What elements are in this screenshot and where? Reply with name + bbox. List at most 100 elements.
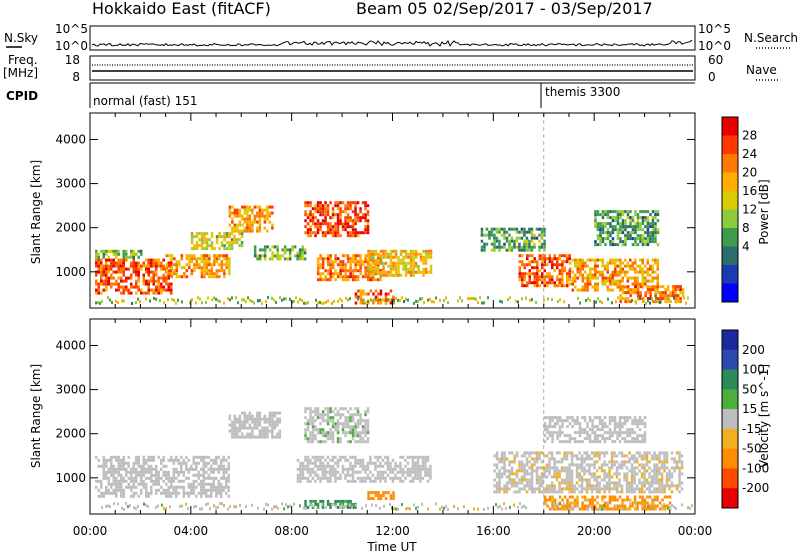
power-cell	[654, 237, 657, 241]
power-cell	[372, 273, 375, 277]
velocity-ground-cell	[129, 503, 131, 507]
velocity-cell	[132, 470, 135, 474]
power-cell	[331, 225, 335, 229]
power-ground-cell	[333, 299, 335, 303]
power-cell	[394, 273, 398, 277]
power-cell	[162, 264, 165, 268]
power-cell	[351, 228, 355, 232]
velocity-cell	[560, 481, 564, 485]
velocity-cell	[344, 422, 347, 426]
velocity-cell	[217, 467, 220, 471]
velocity-cell	[227, 464, 230, 468]
velocity-ground-cell	[135, 507, 137, 511]
velocity-cell	[210, 467, 213, 471]
power-cell	[339, 272, 342, 276]
velocity-cell	[603, 437, 607, 441]
velocity-cell	[678, 460, 681, 464]
power-cell	[629, 288, 632, 292]
power-cell	[379, 254, 382, 258]
velocity-cell	[640, 466, 644, 470]
power-cell	[424, 267, 428, 271]
power-cell	[611, 216, 615, 220]
freq-tick-top: 18	[65, 53, 80, 67]
velocity-cell	[608, 469, 611, 473]
power-cell	[195, 263, 199, 267]
power-cell	[531, 254, 534, 258]
velocity-cell	[660, 475, 664, 479]
power-cell	[97, 264, 100, 268]
velocity-cell	[271, 426, 274, 430]
velocity-cell	[366, 473, 370, 477]
velocity-cell	[591, 422, 594, 426]
power-cell	[649, 273, 652, 277]
velocity-cell	[628, 484, 631, 488]
power-cell	[599, 258, 602, 262]
velocity-cell	[140, 491, 143, 495]
power-cell	[644, 279, 647, 283]
velocity-cell	[610, 487, 614, 491]
power-cell	[110, 264, 113, 268]
velocity-cell	[553, 425, 557, 429]
power-cell	[520, 227, 524, 231]
velocity-cell	[505, 469, 509, 473]
velocity-cell	[316, 440, 320, 444]
velocity-cell	[678, 484, 681, 488]
velocity-cell	[331, 422, 335, 426]
velocity-ground-cell	[233, 505, 235, 509]
power-cell	[354, 295, 358, 299]
velocity-cell	[583, 460, 586, 464]
velocity-cell	[638, 434, 642, 438]
velocity-cell	[334, 470, 337, 474]
power-cell	[392, 295, 395, 299]
velocity-cell	[568, 472, 571, 476]
velocity-cell	[217, 482, 220, 486]
power-cell	[521, 254, 524, 258]
power-cell	[324, 222, 327, 226]
velocity-cell	[620, 466, 624, 470]
power-cell	[268, 214, 272, 218]
velocity-cell	[636, 437, 639, 441]
velocity-cell	[628, 434, 632, 438]
velocity-cell	[636, 422, 639, 426]
power-cell	[339, 207, 342, 211]
power-cell	[193, 244, 196, 248]
velocity-cell	[256, 426, 259, 430]
power-cell	[364, 225, 367, 229]
velocity-cell	[636, 419, 639, 423]
power-cell	[384, 255, 388, 259]
power-cell	[631, 219, 635, 223]
velocity-cell	[205, 476, 208, 480]
power-cell	[301, 248, 304, 252]
velocity-cell	[361, 461, 365, 465]
power-cell	[135, 270, 138, 274]
velocity-cell	[615, 481, 619, 485]
power-cell	[538, 248, 541, 252]
velocity-cell	[640, 487, 644, 491]
velocity-cell	[207, 494, 210, 498]
power-ground-cell	[243, 298, 245, 302]
velocity-cell	[588, 416, 592, 420]
power-cell	[364, 254, 367, 258]
velocity-ground-cell	[205, 503, 207, 507]
velocity-cell	[205, 455, 208, 459]
power-cell	[125, 249, 128, 253]
velocity-cell	[633, 457, 636, 461]
power-ground-cell	[117, 301, 119, 305]
power-cell	[331, 216, 335, 220]
power-cell	[120, 261, 123, 265]
power-cell	[548, 260, 551, 264]
velocity-cell	[543, 428, 547, 432]
power-ground-cell	[419, 297, 421, 301]
velocity-ground-cell	[647, 504, 649, 508]
velocity-cell	[591, 504, 594, 508]
power-cell	[346, 231, 350, 235]
velocity-cell	[575, 463, 579, 467]
velocity-cell	[628, 481, 631, 485]
velocity-cell	[278, 429, 282, 433]
power-cell	[314, 207, 317, 211]
power-cell	[364, 292, 368, 296]
velocity-cell	[530, 490, 534, 494]
power-cell	[200, 260, 204, 264]
power-cell	[384, 270, 388, 274]
power-cell	[218, 232, 221, 236]
